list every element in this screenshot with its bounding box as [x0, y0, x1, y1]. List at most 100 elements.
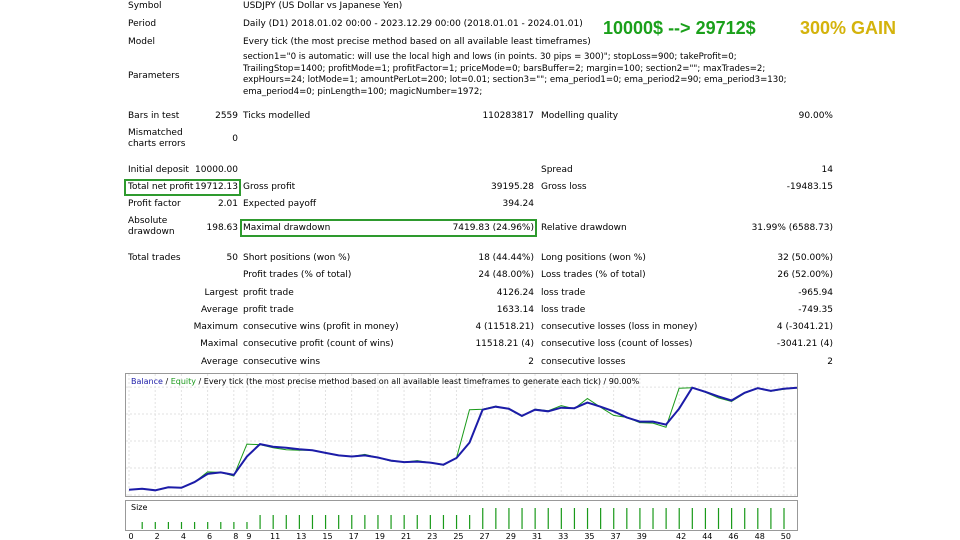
size-bar-34 — [586, 508, 589, 529]
maximum-label: Maximum — [193, 322, 238, 332]
net-profit-label: Total net profit — [128, 182, 194, 192]
legend-description: / Every tick (the most precise method ba… — [196, 377, 640, 386]
avg-cons-wins-label: consecutive wins — [243, 357, 321, 367]
maximal-label: Maximal — [200, 339, 238, 349]
maximal-cons-loss-label: consecutive loss (count of losses) — [541, 339, 693, 349]
size-bar-48 — [770, 508, 772, 529]
size-bar-29 — [521, 508, 523, 529]
avg-cons-losses-label: consecutive losses — [541, 357, 626, 367]
vertical-grid — [128, 374, 785, 496]
size-bar-36 — [613, 508, 615, 529]
size-bar-7 — [233, 522, 235, 529]
x-tick-label-8: 15 — [322, 532, 332, 540]
x-tick-label-23: 46 — [728, 532, 738, 540]
size-bar-35 — [600, 508, 602, 529]
loss-trades-value: 26 (52.00%) — [777, 270, 833, 280]
size-bar-3 — [180, 522, 183, 529]
x-tick-label-11: 21 — [401, 532, 411, 540]
ticks-label: Ticks modelled — [243, 111, 311, 121]
profit-trades-value: 24 (48.00%) — [478, 270, 534, 280]
max-drawdown-highlight — [240, 219, 537, 237]
x-tick-label-25: 50 — [781, 532, 791, 540]
x-tick-label-1: 2 — [155, 532, 160, 540]
size-bar-15 — [338, 515, 340, 529]
x-tick-label-3: 6 — [207, 532, 212, 540]
size-bar-42 — [691, 508, 693, 529]
gain-headline: 300% GAIN — [800, 17, 896, 39]
model-value: Every tick (the most precise method base… — [243, 37, 591, 47]
size-bar-38 — [639, 508, 641, 529]
size-bar-21 — [416, 515, 418, 529]
size-bar-5 — [207, 522, 209, 529]
x-tick-label-5: 9 — [246, 532, 251, 540]
avg-cons-wins-value: 2 — [528, 357, 534, 367]
bars-label: Bars in test — [128, 111, 180, 121]
long-positions-label: Long positions (won %) — [541, 253, 646, 263]
max-drawdown-label: Maximal drawdown — [243, 223, 331, 233]
long-positions-value: 32 (50.00%) — [777, 253, 833, 263]
profit-factor-value: 2.01 — [217, 199, 238, 209]
absolute-drawdown-value: 198.63 — [206, 223, 239, 233]
parameters-label: Parameters — [128, 71, 180, 81]
size-label: Size — [131, 503, 148, 512]
parameters-value: section1="0 is automatic: will use the l… — [243, 52, 787, 97]
x-tick-label-10: 19 — [375, 532, 385, 540]
x-tick-label-14: 27 — [480, 532, 490, 540]
expected-payoff-value: 394.24 — [502, 199, 535, 209]
largest-profit-value: 4126.24 — [496, 288, 534, 298]
x-tick-label-6: 11 — [270, 532, 280, 540]
main-plot-frame — [125, 373, 798, 497]
size-bar-1 — [154, 522, 156, 529]
average-cons-label: Average — [201, 357, 238, 367]
x-tick-label-13: 25 — [453, 532, 463, 540]
net-profit-value: 19712.13 — [195, 182, 238, 192]
size-bar-10 — [272, 515, 274, 529]
x-tick-label-18: 35 — [584, 532, 594, 540]
average-label: Average — [201, 305, 238, 315]
spread-label: Spread — [541, 165, 573, 175]
size-bar-0 — [141, 522, 143, 529]
size-bar-41 — [678, 508, 680, 529]
largest-loss-label: loss trade — [541, 288, 586, 298]
largest-profit-label: profit trade — [243, 288, 294, 298]
bars-value: 2559 — [215, 111, 238, 121]
size-bar-4 — [193, 522, 196, 529]
size-bar-22 — [429, 515, 431, 529]
average-loss-value: -749.35 — [798, 305, 833, 315]
legend-balance: Balance — [131, 377, 163, 386]
maximal-cons-loss-value: -3041.21 (4) — [776, 339, 833, 349]
x-tick-label-12: 23 — [427, 532, 437, 540]
balance-equity-chart: Balance / Equity / Every tick (the most … — [125, 373, 798, 540]
legend-equity: Equity — [171, 377, 197, 386]
average-profit-label: profit trade — [243, 305, 294, 315]
x-tick-label-16: 31 — [532, 532, 542, 540]
balance-series-line — [128, 386, 798, 492]
max-cons-losses-value: 4 (-3041.21) — [776, 322, 833, 332]
size-bar-27 — [495, 508, 497, 529]
size-bar-9 — [259, 515, 261, 529]
x-axis-labels: 0 2 4 6 8 9 11 13 15 17 19 21 23 25 27 29 31 33 35 37 39 42 44… — [128, 532, 791, 540]
size-bar-19 — [390, 515, 392, 529]
net-profit-highlight — [124, 179, 241, 196]
largest-loss-value: -965.94 — [798, 288, 833, 298]
deposit-label: Initial deposit — [128, 165, 189, 175]
deposit-value: 10000.00 — [195, 165, 238, 175]
maximal-cons-profit-value: 11518.21 (4) — [475, 339, 534, 349]
x-tick-label-22: 44 — [702, 532, 712, 540]
size-bar-25 — [469, 515, 471, 529]
size-bar-33 — [573, 508, 576, 529]
period-label: Period — [128, 19, 157, 29]
size-bar-12 — [298, 515, 300, 529]
absolute-drawdown-label: Absolute drawdown — [128, 216, 175, 237]
period-value: Daily (D1) 2018.01.02 00:00 - 2023.12.29… — [243, 19, 583, 29]
x-tick-label-20: 39 — [637, 532, 647, 540]
largest-label: Largest — [204, 288, 238, 298]
size-bar-14 — [324, 515, 327, 529]
size-bar-26 — [482, 508, 484, 529]
mismatch-value: 0 — [232, 134, 238, 144]
max-drawdown-value: 7419.83 (24.96%) — [452, 223, 534, 233]
x-tick-label-2: 4 — [181, 532, 186, 540]
size-bar-47 — [757, 508, 759, 529]
size-bar-13 — [311, 515, 314, 529]
size-bar-37 — [626, 508, 628, 529]
